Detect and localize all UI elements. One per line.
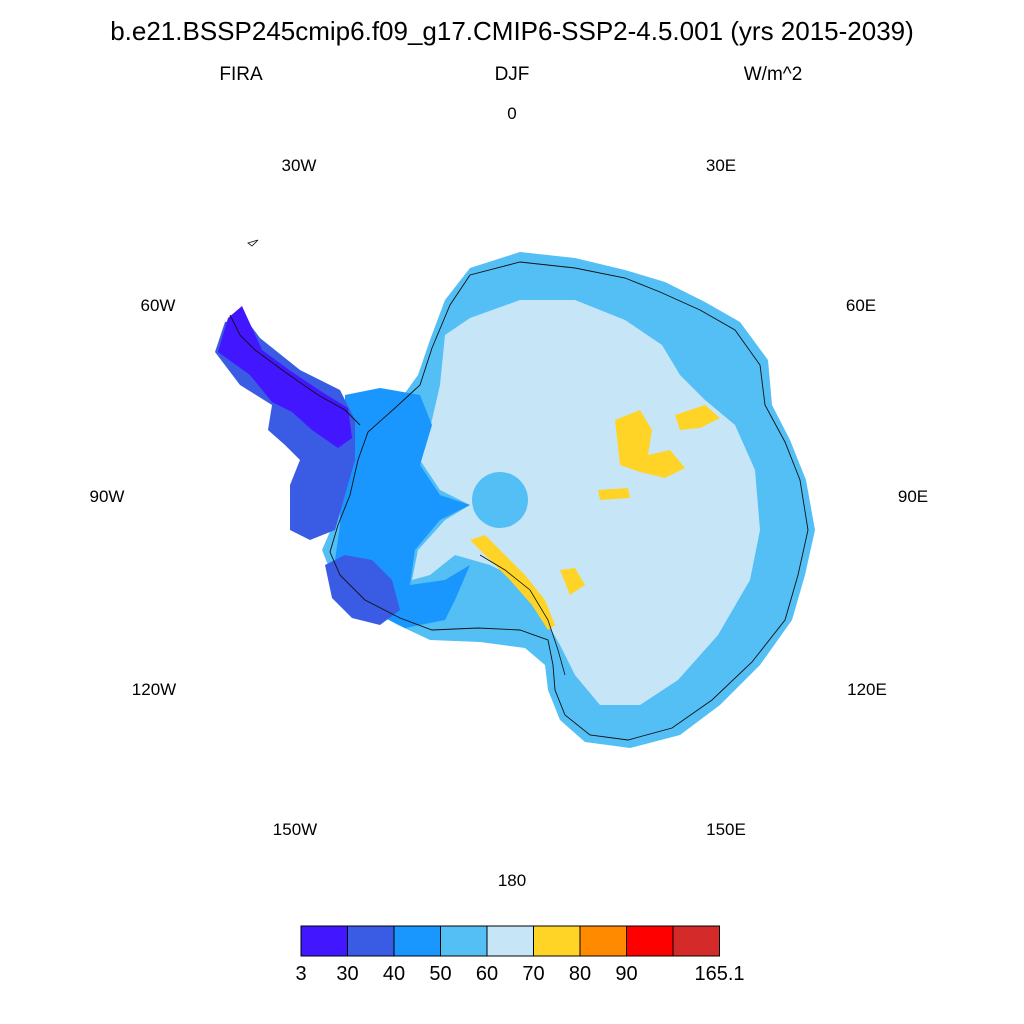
interior-plateau (412, 300, 760, 705)
lon-label-60w: 60W (140, 296, 176, 315)
colorbar-box-8 (672, 925, 720, 957)
lon-label-120e: 120E (847, 680, 887, 699)
warm-patch-northeast (675, 405, 720, 430)
colorbar-box-4 (486, 925, 534, 957)
warm-patch-east (615, 410, 685, 478)
units-label: W/m^2 (743, 64, 803, 85)
peninsula-coastline (229, 314, 361, 426)
colorbar-tick-label-3: 50 (429, 963, 451, 985)
colorbar-tick-label-4: 60 (476, 963, 498, 985)
colorbar-tick-label-6: 80 (569, 963, 591, 985)
amundsen-flank (325, 555, 400, 625)
pole-region (472, 472, 528, 528)
colorbar-box-5 (533, 925, 581, 957)
colorbar-box-2 (393, 925, 441, 957)
warm-patch-south (560, 568, 585, 595)
south-shetland-island (247, 239, 259, 247)
coastline (329, 261, 809, 741)
colorbar-box-1 (347, 925, 395, 957)
lon-label-30e: 30E (705, 156, 737, 175)
lon-label-90w: 90W (89, 487, 125, 506)
lon-label-150e: 150E (706, 820, 746, 839)
ross-ice-shelf-front (479, 554, 566, 676)
lon-label-120w: 120W (131, 680, 177, 699)
colorbar-box-7 (626, 925, 674, 957)
season-label: DJF (494, 64, 530, 85)
lon-label-60e: 60E (845, 296, 877, 315)
colorbar-tick-label-7: 90 (615, 963, 637, 985)
lon-label-150w: 150W (272, 820, 318, 839)
variable-label: FIRA (219, 64, 263, 85)
lon-label-90e: 90E (897, 487, 929, 506)
lon-label-180: 180 (497, 871, 527, 890)
colorbar-tick-label-0: 3 (295, 963, 306, 985)
warm-patch-center (598, 488, 630, 500)
colorbar-tick-label-5: 70 (522, 963, 544, 985)
colorbar-box-0 (300, 925, 348, 957)
colorbar-box-6 (579, 925, 627, 957)
antarctic-peninsula (218, 306, 352, 448)
colorbar-tick-label-2: 40 (383, 963, 405, 985)
lon-label-0: 0 (507, 104, 517, 123)
plot-title: b.e21.BSSP245cmip6.f09_g17.CMIP6-SSP2-4.… (110, 16, 914, 46)
colorbar-tick-label-1: 30 (336, 963, 358, 985)
colorbar-tick-label-8: 165.1 (694, 963, 744, 985)
lon-label-30w: 30W (281, 156, 317, 175)
colorbar-box-3 (440, 925, 488, 957)
warm-patch-transantarctic (470, 535, 555, 630)
